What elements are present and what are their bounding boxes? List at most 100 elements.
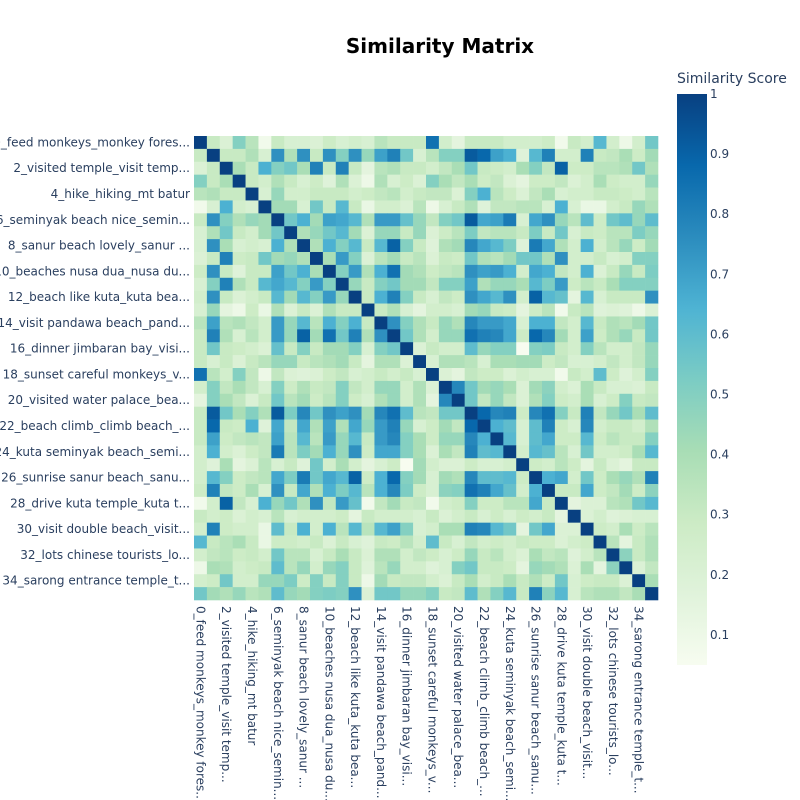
heatmap-cell [297, 561, 311, 575]
heatmap-cell [219, 316, 233, 330]
heatmap-cell [413, 148, 427, 163]
heatmap-cell [245, 432, 259, 446]
heatmap-cell [297, 252, 311, 266]
heatmap-cell [374, 458, 388, 472]
heatmap-cell [400, 561, 414, 575]
heatmap-cell [593, 380, 607, 395]
heatmap-cell [606, 406, 620, 420]
heatmap-cell [258, 226, 272, 240]
heatmap-cell [490, 226, 504, 240]
heatmap-cell [219, 574, 233, 588]
heatmap-cell [310, 200, 324, 214]
heatmap-cell [554, 587, 569, 601]
heatmap-cell [490, 136, 504, 150]
heatmap-cell [194, 496, 208, 511]
heatmap-cell [271, 419, 285, 433]
heatmap-cell [271, 509, 285, 523]
heatmap-cell [310, 587, 324, 601]
heatmap-cell [335, 548, 349, 562]
heatmap-cell [361, 522, 375, 536]
heatmap-cell [413, 252, 427, 266]
heatmap-cell [400, 496, 414, 511]
heatmap-cell [464, 303, 478, 317]
heatmap-cell [374, 587, 388, 601]
heatmap-cell [361, 239, 375, 253]
heatmap-cell [554, 252, 569, 266]
heatmap-cell [219, 419, 233, 433]
x-tick-label: 16_dinner jimbaran bay_visi... [400, 606, 414, 786]
heatmap-cell [219, 484, 233, 498]
heatmap-cell [297, 355, 311, 369]
heatmap-cell [219, 393, 233, 407]
heatmap-cell [387, 239, 401, 253]
heatmap-cell [258, 574, 272, 588]
x-tick-label: 24_kuta seminyak beach_semi... [503, 606, 517, 800]
heatmap-cell [645, 445, 659, 459]
heatmap-cell [322, 355, 337, 369]
heatmap-cell [451, 432, 465, 446]
heatmap-cell [593, 239, 607, 253]
heatmap-cell [413, 561, 427, 575]
heatmap-cell [297, 226, 311, 240]
heatmap-cell [580, 368, 594, 382]
heatmap-cell [322, 174, 337, 188]
heatmap-cell [567, 161, 581, 175]
heatmap-cell [645, 303, 659, 317]
heatmap-cell [529, 496, 543, 511]
heatmap-cell [516, 432, 530, 446]
heatmap-cell [606, 535, 620, 549]
heatmap-cell [542, 380, 556, 395]
heatmap-cell [284, 226, 298, 240]
heatmap-cell [219, 587, 233, 601]
colorbar-tick-label: 0.7 [710, 267, 729, 281]
heatmap-cell [451, 148, 465, 163]
heatmap-cell [387, 509, 401, 523]
heatmap-cell [645, 587, 659, 601]
heatmap-cell [593, 522, 607, 536]
heatmap-cell [477, 136, 491, 150]
heatmap-cell [232, 380, 246, 395]
heatmap-cell [580, 277, 594, 291]
heatmap-cell [503, 445, 517, 459]
heatmap-cell [580, 187, 594, 201]
y-tick-label: 8_sanur beach lovely_sanur ... [8, 239, 190, 253]
heatmap-cell [413, 264, 427, 279]
heatmap-cell [361, 342, 375, 356]
heatmap-cell [361, 226, 375, 240]
heatmap-cell [529, 380, 543, 395]
heatmap-cell [438, 368, 453, 382]
heatmap-cell [258, 445, 272, 459]
heatmap-cell [297, 148, 311, 163]
heatmap-cell [322, 432, 337, 446]
heatmap-cell [554, 574, 569, 588]
heatmap-cell [387, 380, 401, 395]
heatmap-cell [645, 290, 659, 304]
heatmap-cell [516, 329, 530, 343]
heatmap-cell [271, 535, 285, 549]
heatmap-cell [542, 290, 556, 304]
heatmap-cell [284, 174, 298, 188]
heatmap-cell [619, 290, 633, 304]
heatmap-cell [593, 406, 607, 420]
heatmap-cell [632, 393, 646, 407]
heatmap-cell [606, 574, 620, 588]
heatmap-cell [464, 587, 478, 601]
heatmap-cell [413, 368, 427, 382]
y-tick-label: 4_hike_hiking_mt batur [51, 187, 190, 201]
heatmap-cell [426, 587, 440, 601]
heatmap-cell [580, 522, 594, 536]
heatmap-cell [400, 136, 414, 150]
heatmap-cell [297, 432, 311, 446]
heatmap-cell [310, 458, 324, 472]
x-tick-label: 32_lots chinese tourists_lo... [606, 606, 620, 776]
heatmap-cell [400, 380, 414, 395]
heatmap-cell [400, 316, 414, 330]
heatmap-cell [516, 174, 530, 188]
heatmap-cell [322, 509, 337, 523]
heatmap-cells [194, 136, 659, 601]
heatmap-cell [348, 264, 362, 279]
heatmap-cell [490, 496, 504, 511]
y-tick-label: 14_visit pandawa beach_pand... [0, 316, 190, 330]
heatmap-cell [580, 161, 594, 175]
heatmap-cell [297, 213, 311, 227]
